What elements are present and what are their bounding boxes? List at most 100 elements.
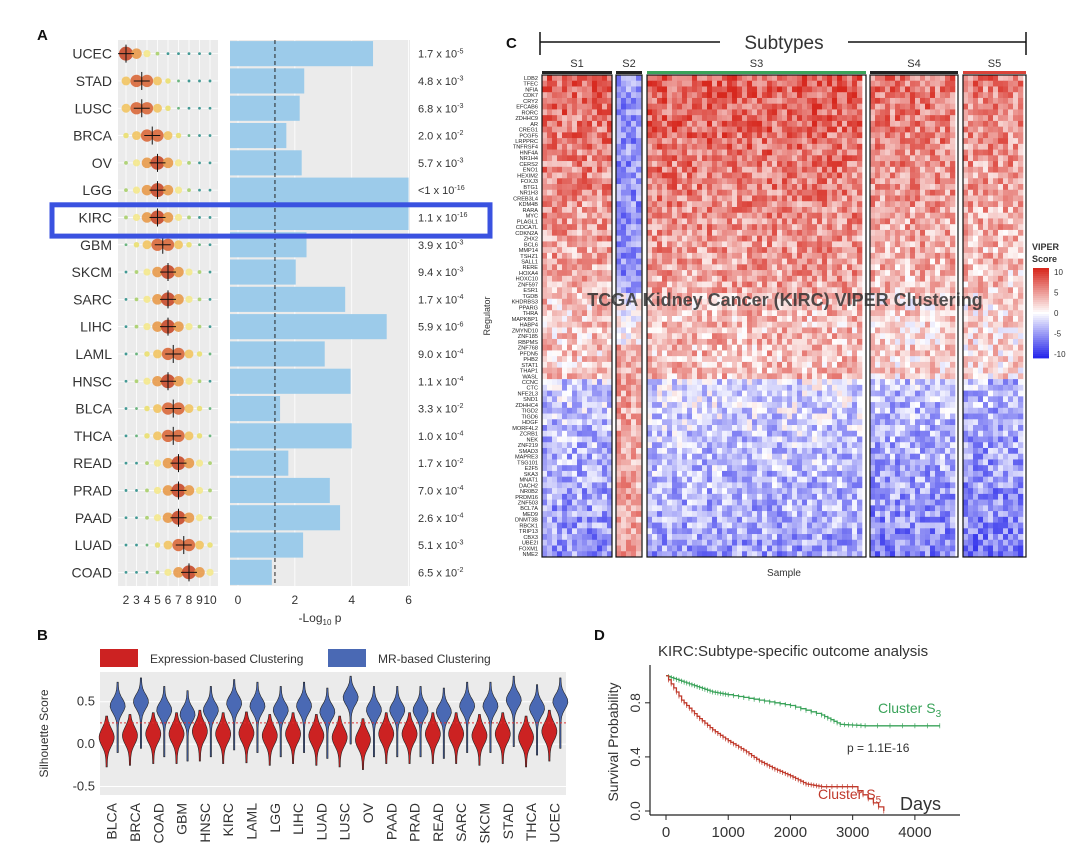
heatmap-cell — [667, 241, 673, 248]
heatmap-cell — [631, 235, 637, 242]
heatmap-cell — [707, 402, 713, 409]
heatmap-cell — [757, 166, 763, 173]
heatmap-cell — [652, 442, 658, 449]
heatmap-cell — [812, 275, 818, 282]
heatmap-cell — [697, 442, 703, 449]
heatmap-cell — [597, 120, 603, 127]
subtype-bar — [616, 71, 642, 74]
heatmap-cell — [727, 447, 733, 455]
heatmap-cell — [822, 235, 828, 242]
heatmap-cell — [682, 264, 688, 271]
heatmap-cell — [807, 92, 813, 99]
heatmap-cell — [587, 172, 593, 179]
heatmap-cell — [557, 189, 563, 196]
heatmap-cell — [577, 310, 583, 317]
heatmap-cell — [631, 447, 637, 455]
heatmap-cell — [672, 184, 678, 191]
heatmap-cell — [832, 80, 838, 87]
heatmap-cell — [822, 103, 828, 110]
heatmap-cell — [737, 436, 743, 443]
heatmap-cell — [672, 120, 678, 127]
heatmap-cell — [792, 281, 798, 288]
heatmap-cell — [722, 453, 728, 460]
heatmap-cell — [842, 86, 848, 93]
heatmap-cell — [616, 178, 622, 185]
heatmap-cell — [542, 132, 548, 139]
heatmap-cell — [767, 138, 773, 145]
heatmap-cell — [682, 143, 688, 150]
heatmap-cell — [792, 120, 798, 127]
heatmap-cell — [557, 252, 563, 259]
heatmap-cell — [662, 126, 668, 133]
heatmap-cell — [757, 281, 763, 288]
p-value-label: 7.0 x 10-4 — [418, 484, 464, 497]
heatmap-cell — [797, 166, 803, 173]
heatmap-cell — [557, 361, 563, 368]
heatmap-cell — [592, 304, 598, 311]
regulator-label: BCL7A — [520, 506, 538, 512]
heatmap-cell — [827, 361, 833, 368]
heatmap-cell — [727, 224, 733, 231]
heatmap-cell — [827, 241, 833, 248]
heatmap-cell — [626, 327, 632, 334]
category-label: SARC — [453, 803, 469, 842]
heatmap-cell — [827, 212, 833, 219]
heatmap-cell — [782, 155, 788, 162]
heatmap-cell — [857, 413, 863, 420]
heatmap-cell — [682, 126, 688, 133]
heatmap-cell — [616, 247, 622, 254]
k-dot — [208, 515, 212, 520]
heatmap-cell — [737, 270, 743, 277]
heatmap-cell — [797, 356, 803, 363]
heatmap-cell — [667, 264, 673, 271]
heatmap-cell — [677, 338, 683, 345]
heatmap-cell — [712, 92, 718, 99]
heatmap-cell — [592, 166, 598, 173]
heatmap-cell — [747, 218, 753, 225]
regulator-label: KHDRBS3 — [512, 300, 538, 306]
k-dot — [173, 375, 184, 387]
heatmap-cell — [787, 80, 793, 87]
heatmap-cell — [722, 373, 728, 380]
heatmap-cell — [782, 321, 788, 328]
heatmap-cell — [582, 281, 588, 288]
heatmap-cell — [812, 373, 818, 380]
heatmap-cell — [817, 373, 823, 380]
heatmap-cell — [812, 120, 818, 127]
heatmap-cell — [621, 258, 627, 265]
heatmap-cell — [717, 195, 723, 202]
heatmap-cell — [722, 218, 728, 225]
heatmap-cell — [542, 184, 548, 191]
heatmap-cell — [621, 287, 627, 294]
heatmap-cell — [812, 304, 818, 311]
heatmap-cell — [572, 482, 578, 489]
heatmap-cell — [572, 212, 578, 219]
heatmap-cell — [567, 115, 573, 122]
heatmap-cell — [687, 241, 693, 248]
heatmap-cell — [757, 97, 763, 104]
heatmap-cell — [782, 132, 788, 139]
heatmap-cell — [647, 212, 653, 219]
heatmap-cell — [562, 184, 568, 191]
heatmap-cell — [672, 258, 678, 265]
heatmap-cell — [607, 103, 613, 110]
heatmap-cell — [757, 350, 763, 357]
heatmap-cell — [547, 166, 553, 173]
highlight-box — [49, 202, 493, 239]
heatmap-cell — [607, 172, 613, 179]
regulator-label: ZNF768 — [518, 346, 538, 352]
k-tick-label: 9 — [196, 593, 203, 607]
heatmap-cell — [707, 189, 713, 196]
heatmap-cell — [742, 379, 748, 386]
heatmap-cell — [807, 281, 813, 288]
heatmap-cell — [636, 287, 642, 294]
heatmap-cell — [772, 229, 778, 236]
heatmap-cell — [722, 97, 728, 104]
heatmap-cell — [631, 476, 637, 483]
heatmap-cell — [682, 390, 688, 397]
heatmap-cell — [762, 138, 768, 145]
heatmap-cell — [857, 126, 863, 133]
heatmap-cell — [732, 252, 738, 259]
heatmap-cell — [707, 316, 713, 323]
heatmap-cell — [647, 453, 653, 460]
